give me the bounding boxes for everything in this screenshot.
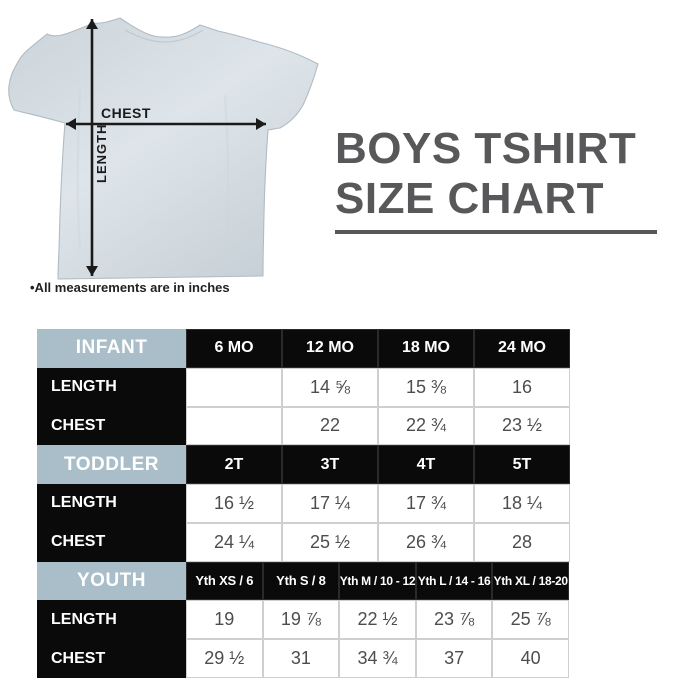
svg-text:LENGTH: LENGTH <box>94 124 109 183</box>
svg-text:CHEST: CHEST <box>101 105 151 121</box>
